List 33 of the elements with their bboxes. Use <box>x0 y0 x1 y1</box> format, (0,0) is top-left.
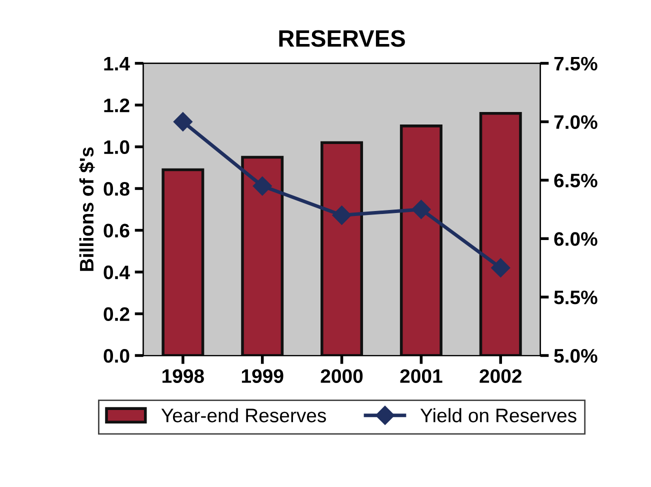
y2-tick-label: 5.0% <box>554 348 598 363</box>
legend-label: Yield on Reserves <box>420 408 576 422</box>
y-tick-label: 0.2 <box>104 307 130 322</box>
point <box>173 112 192 132</box>
legend-label: Year-end Reserves <box>161 408 326 422</box>
chart-title: RESERVES <box>279 30 405 47</box>
bar <box>162 168 204 356</box>
bar <box>400 124 442 356</box>
y2-tick-label: 7.0% <box>554 115 598 129</box>
point <box>491 258 510 278</box>
point <box>332 206 352 225</box>
x-tick-label: 1999 <box>242 369 284 383</box>
y-tick-label: 0.4 <box>104 265 130 280</box>
x-tick-label: 2002 <box>480 369 522 383</box>
bar <box>479 112 522 356</box>
bar <box>320 141 364 356</box>
y-tick-label: 0.0 <box>104 348 130 363</box>
y2-tick-label: 5.5% <box>554 290 598 304</box>
point <box>412 200 431 219</box>
x-tick-label: 2000 <box>320 369 363 383</box>
y2-tick-label: 7.5% <box>554 56 598 71</box>
x-tick-label: 1998 <box>162 369 204 383</box>
y2-tick-label: 6.5% <box>554 174 598 188</box>
y-tick-label: 1.0 <box>104 140 130 154</box>
y-axis-title: Billions of $'s <box>78 147 95 271</box>
y-tick-label: 0.8 <box>104 182 130 196</box>
point <box>252 176 272 196</box>
x-tick-label: 2001 <box>400 369 442 383</box>
y-tick-label: 1.4 <box>104 56 130 70</box>
bar <box>241 156 284 356</box>
y-tick-label: 0.6 <box>104 224 130 238</box>
y2-tick-label: 6.0% <box>554 232 598 246</box>
y-tick-label: 1.2 <box>104 98 130 112</box>
